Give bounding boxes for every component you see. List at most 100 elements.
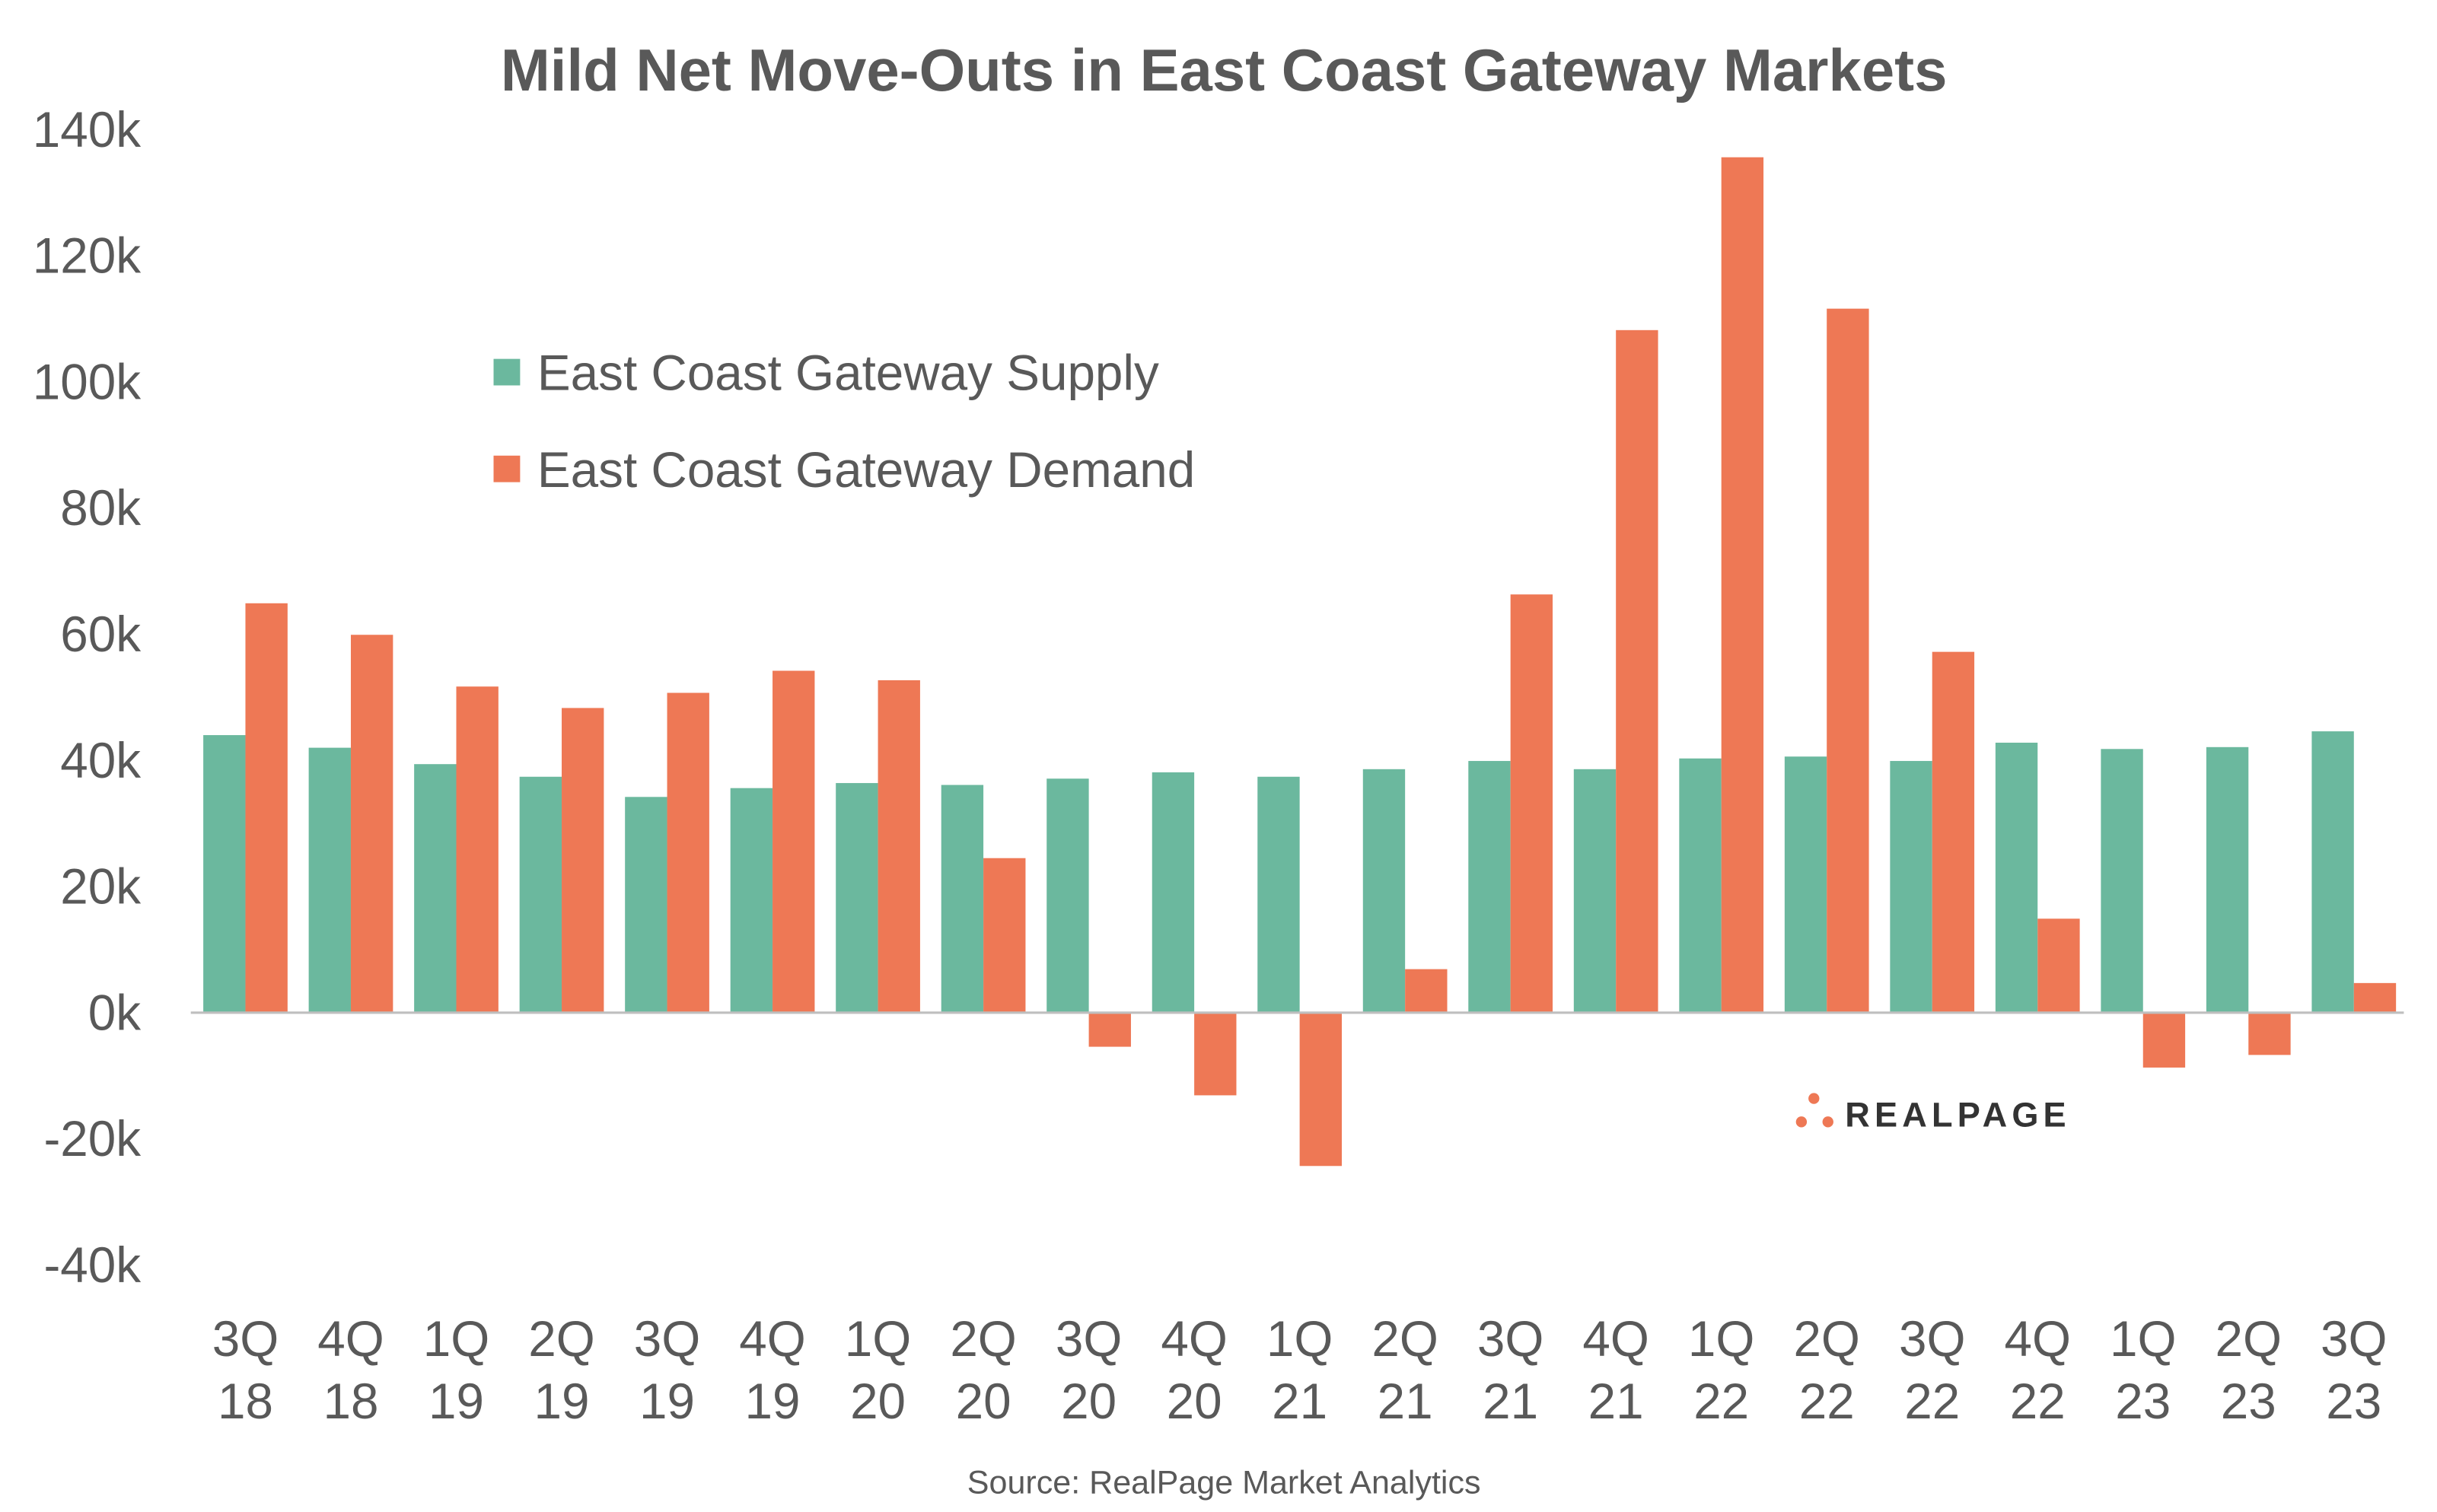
x-tick-label-year: 19: [534, 1374, 590, 1429]
y-tick-label: 0k: [88, 985, 141, 1040]
demand-bar: [1827, 308, 1869, 1013]
x-tick-label-year: 22: [1799, 1374, 1855, 1429]
logo-dot: [1822, 1116, 1833, 1128]
chart-title: Mild Net Move-Outs in East Coast Gateway…: [501, 37, 1948, 103]
x-tick-label-year: 21: [1483, 1374, 1538, 1429]
demand-bar: [2248, 1012, 2291, 1055]
y-tick-label: -20k: [43, 1111, 141, 1167]
x-tick-label-quarter: 2Q: [950, 1311, 1017, 1367]
supply-bar: [1046, 778, 1089, 1013]
x-tick-label-year: 23: [2221, 1374, 2276, 1429]
legend-label-demand: East Coast Gateway Demand: [537, 442, 1195, 498]
legend-label-supply: East Coast Gateway Supply: [537, 345, 1159, 401]
supply-bar: [519, 776, 562, 1013]
x-tick-label-quarter: 1Q: [423, 1311, 490, 1367]
demand-bar: [1405, 969, 1448, 1013]
x-tick-label-quarter: 1Q: [1688, 1311, 1755, 1367]
supply-bar: [836, 783, 878, 1013]
demand-bar: [1932, 651, 1975, 1013]
supply-bar: [414, 764, 457, 1013]
supply-bar: [1890, 761, 1932, 1013]
demand-bar: [350, 635, 393, 1013]
x-tick-label-quarter: 1Q: [2110, 1311, 2177, 1367]
x-tick-label-quarter: 3Q: [212, 1311, 279, 1367]
x-tick-label-quarter: 3Q: [1899, 1311, 1966, 1367]
x-tick-label-quarter: 2Q: [1793, 1311, 1860, 1367]
supply-bar: [308, 747, 351, 1013]
supply-bar: [203, 735, 246, 1013]
x-tick-label-year: 20: [1061, 1374, 1117, 1429]
demand-bar: [1510, 594, 1553, 1013]
supply-bar: [2311, 731, 2354, 1013]
demand-bar: [2037, 918, 2080, 1013]
supply-bar: [730, 788, 773, 1013]
x-tick-label-quarter: 1Q: [1266, 1311, 1333, 1367]
x-tick-label-year: 19: [639, 1374, 695, 1429]
legend: East Coast Gateway Supply East Coast Gat…: [493, 345, 1195, 498]
realpage-logo: REALPAGE: [1795, 1093, 2071, 1135]
demand-bar: [983, 858, 1026, 1013]
x-tick-label-quarter: 2Q: [2216, 1311, 2282, 1367]
x-tick-label-year: 19: [745, 1374, 801, 1429]
supply-bar: [1995, 742, 2038, 1013]
supply-bar: [1573, 769, 1617, 1013]
x-tick-label-year: 22: [1693, 1374, 1749, 1429]
y-tick-label: 60k: [60, 606, 141, 662]
demand-bar: [878, 680, 920, 1013]
y-tick-label: 140k: [33, 102, 141, 158]
source-note: Source: RealPage Market Analytics: [967, 1464, 1481, 1501]
y-tick-label: 80k: [60, 480, 141, 536]
supply-bar: [1257, 776, 1300, 1013]
demand-bar: [456, 686, 499, 1013]
logo-dot: [1795, 1116, 1808, 1128]
x-tick-label-year: 21: [1378, 1374, 1433, 1429]
y-tick-label: 20k: [60, 859, 141, 915]
demand-bar: [1088, 1012, 1131, 1047]
y-tick-label: 120k: [33, 228, 141, 284]
x-tick-label-quarter: 3Q: [1477, 1311, 1544, 1367]
x-tick-label-year: 21: [1272, 1374, 1327, 1429]
demand-bar: [562, 708, 604, 1013]
x-tick-label-quarter: 2Q: [1371, 1311, 1438, 1367]
y-tick-label: 100k: [33, 354, 141, 409]
supply-bar: [941, 785, 984, 1013]
x-tick-label-quarter: 4Q: [1582, 1311, 1649, 1367]
x-tick-label-quarter: 3Q: [1056, 1311, 1123, 1367]
demand-bar: [1194, 1012, 1237, 1096]
demand-bar: [1616, 329, 1658, 1013]
x-tick-label-year: 21: [1588, 1374, 1644, 1429]
supply-bar: [2206, 746, 2249, 1013]
demand-bar: [2142, 1012, 2186, 1068]
supply-bar: [1152, 772, 1195, 1013]
x-tick-label-quarter: 2Q: [528, 1311, 595, 1367]
supply-bar: [1679, 758, 1722, 1013]
x-tick-label-year: 20: [850, 1374, 906, 1429]
demand-bar: [245, 603, 288, 1013]
supply-bar: [2101, 749, 2143, 1013]
logo-text: REALPAGE: [1845, 1096, 2071, 1135]
x-tick-label-year: 22: [2010, 1374, 2066, 1429]
x-tick-label-quarter: 3Q: [634, 1311, 701, 1367]
logo-dot: [1808, 1093, 1820, 1104]
x-tick-label-quarter: 4Q: [739, 1311, 806, 1367]
demand-bar: [2353, 982, 2397, 1013]
demand-bar: [773, 670, 815, 1013]
x-tick-label-quarter: 1Q: [845, 1311, 912, 1367]
x-tick-label-year: 18: [323, 1374, 378, 1429]
x-tick-label-quarter: 4Q: [317, 1311, 384, 1367]
supply-bar: [625, 797, 667, 1013]
y-tick-label: 40k: [60, 733, 141, 788]
demand-bar: [667, 692, 709, 1013]
legend-swatch-supply: [493, 358, 521, 386]
y-tick-label: -40k: [43, 1237, 141, 1293]
x-tick-label-year: 20: [1167, 1374, 1222, 1429]
x-tick-label-year: 19: [428, 1374, 484, 1429]
x-tick-label-year: 23: [2115, 1374, 2171, 1429]
legend-swatch-demand: [493, 455, 521, 482]
x-tick-label-year: 23: [2326, 1374, 2381, 1429]
x-tick-label-year: 22: [1904, 1374, 1960, 1429]
x-tick-label-year: 18: [218, 1374, 273, 1429]
demand-bar: [1299, 1012, 1342, 1167]
x-tick-label-year: 20: [956, 1374, 1011, 1429]
